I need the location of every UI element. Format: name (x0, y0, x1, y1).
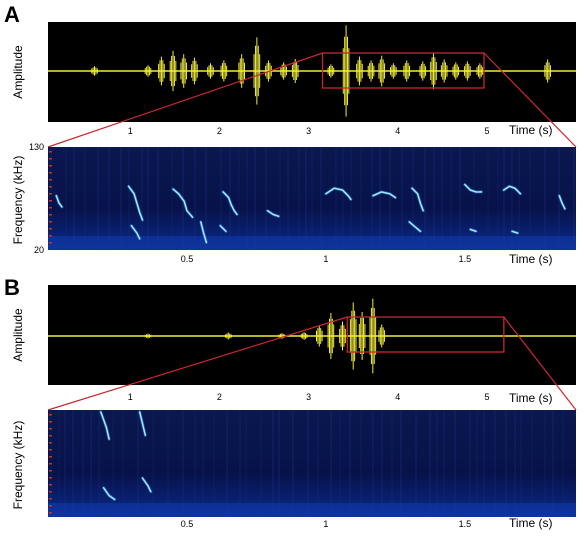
spectrogram-b-edge-mark (49, 421, 52, 423)
spectrogram-a-contours (54, 183, 567, 244)
spectrogram-a-edge-mark (49, 158, 52, 160)
spectrogram-b-edge-mark (49, 498, 52, 500)
waveform-b-tick-1: 1 (128, 392, 133, 402)
waveform-a-xticks: 1 2 3 4 5 (128, 126, 490, 136)
zoom-connector-b-left (47, 316, 348, 411)
spectrogram-a-edge-mark (49, 242, 52, 244)
spectrogram-b-edge-mark (49, 456, 52, 458)
waveform-a-xlabel: Time (s) (509, 123, 553, 137)
waveform-b-xticks: 1 2 3 4 5 (128, 392, 490, 402)
spectrogram-a-contour (372, 191, 397, 199)
waveform-b-xlabel: Time (s) (509, 391, 553, 405)
spectrogram-a-tick-1: 1 (323, 254, 328, 264)
spectrogram-a-edge-mark (49, 207, 52, 209)
spectrogram-a-edge-mark (49, 151, 52, 153)
spectrogram-a-contour (325, 187, 352, 201)
spectrogram-a-edge-mark (49, 200, 52, 202)
spectrogram-a-edge-mark (49, 165, 52, 167)
waveform-a-tick-5: 5 (484, 126, 489, 136)
spectrogram-b-tick-1: 1 (323, 519, 328, 529)
spectrogram-a-contour (130, 224, 141, 240)
spectrogram-a-contour (127, 185, 144, 221)
spectrogram-a-edge-mark (49, 193, 52, 195)
spectrogram-b-edge-mark (49, 442, 52, 444)
spectrogram-b-xticks: 0.5 1 1.5 (181, 519, 471, 529)
waveform-a-ylabel: Amplitude (11, 45, 25, 99)
spectrogram-b-edge-mark (49, 428, 52, 430)
spectrogram-a-edge-mark (49, 186, 52, 188)
waveform-a-tick-3: 3 (306, 126, 311, 136)
waveform-b-tick-4: 4 (395, 392, 400, 402)
spectrogram-a-contour (464, 183, 483, 193)
zoom-connector-a-right (483, 52, 577, 148)
waveform-b-plot-area (48, 285, 576, 385)
panel-letter-b: B (4, 275, 20, 300)
spectrogram-a-contour (55, 194, 63, 208)
waveform-b-tick-3: 3 (306, 392, 311, 402)
waveform-b-ylabel: Amplitude (11, 308, 25, 362)
spectrogram-a-edge-mark (49, 235, 52, 237)
waveform-a-tick-2: 2 (217, 126, 222, 136)
spectrogram-b-contours (99, 410, 153, 501)
spectrogram-b-edge-mark (49, 435, 52, 437)
spectrogram-a-contour (408, 221, 422, 233)
spectrogram-a-low-band (48, 236, 576, 250)
spectrogram-a-tick-0.5: 0.5 (181, 254, 194, 264)
spectrogram-b-contour (100, 411, 110, 440)
waveform-b-tick-2: 2 (217, 392, 222, 402)
spectrogram-b-plot-area (48, 410, 576, 517)
spectrogram-a-contour (469, 228, 477, 233)
panel-letter-a: A (4, 2, 20, 27)
spectrogram-a-ytick-top: 130 (29, 142, 44, 152)
waveform-a-zoom-box (321, 52, 485, 89)
spectrogram-b-edge-mark (49, 477, 52, 479)
waveform-a-plot-area (48, 22, 576, 122)
spectrogram-b-tick-0.5: 0.5 (181, 519, 194, 529)
spectrogram-a-noise (48, 147, 576, 250)
spectrogram-a-edge-mark (49, 228, 52, 230)
spectrogram-a-xlabel: Time (s) (509, 252, 553, 266)
waveform-a-tick-4: 4 (395, 126, 400, 136)
spectrogram-b-contour (102, 487, 116, 501)
spectrogram-b-contour (138, 411, 147, 436)
spectrogram-a-ylabel: Frequency (kHz) (11, 156, 25, 245)
spectrogram-a-contour (411, 187, 424, 212)
spectrogram-b-ylabel: Frequency (kHz) (11, 421, 25, 510)
spectrogram-b-edge-mark (49, 470, 52, 472)
waveform-b-zoom-box (346, 316, 505, 353)
spectrogram-a-contour (222, 191, 238, 216)
spectrogram-a-contour (511, 230, 519, 234)
spectrogram-b-tick-1.5: 1.5 (459, 519, 472, 529)
spectrogram-a-edge-mark (49, 214, 52, 216)
spectrogram-a-contour (200, 221, 208, 244)
spectrogram-a-edge-mark (49, 172, 52, 174)
spectrogram-a-contour (172, 188, 194, 218)
waveform-a-tick-1: 1 (128, 126, 133, 136)
spectrogram-b-xlabel: Time (s) (509, 516, 553, 530)
spectrogram-b-edge-mark (49, 449, 52, 451)
spectrogram-a-edge-mark (49, 179, 52, 181)
spectrogram-b-noise (48, 410, 576, 517)
spectrogram-a-contour (558, 194, 566, 210)
zoom-connector-b-right (503, 316, 577, 411)
zoom-connector-a-left (47, 52, 323, 148)
spectrogram-b-edge-mark (49, 491, 52, 493)
spectrogram-b-edge-mark (49, 414, 52, 416)
spectrogram-b-contour (141, 477, 152, 493)
spectrogram-b-edge-mark (49, 505, 52, 507)
spectrogram-b-edge-mark (49, 484, 52, 486)
spectrogram-a-contour (503, 185, 522, 195)
spectrogram-a-ytick-bottom: 20 (34, 245, 44, 255)
spectrogram-b-edge-mark (49, 512, 52, 514)
spectrogram-b-low-band (48, 503, 576, 517)
waveform-b-tick-5: 5 (484, 392, 489, 402)
spectrogram-a-contour (266, 209, 280, 218)
spectrogram-a-xticks: 0.5 1 1.5 (181, 254, 471, 264)
spectrogram-a-contour (219, 224, 227, 233)
spectrogram-a-edge-mark (49, 221, 52, 223)
spectrogram-a-tick-1.5: 1.5 (459, 254, 472, 264)
spectrogram-b-edge-mark (49, 463, 52, 465)
